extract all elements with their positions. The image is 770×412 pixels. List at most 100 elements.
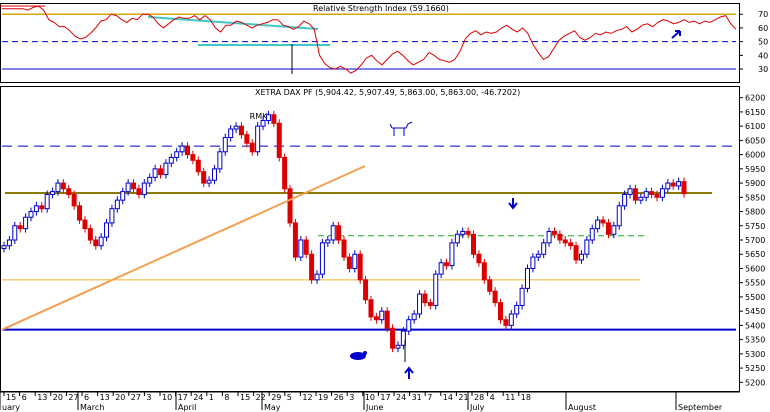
candle-body (39, 205, 45, 210)
candle-body (120, 191, 126, 201)
x-day-label: 13 (100, 393, 110, 402)
x-month-label: July (469, 403, 485, 412)
up-arrow-icon (404, 366, 414, 379)
candle-body (427, 302, 433, 306)
candle-body (93, 239, 99, 247)
candle-body (438, 262, 444, 275)
candle-body (319, 242, 325, 275)
price-title: XETRA DAX PF (5,904.42, 5,907.49, 5,863.… (255, 88, 520, 97)
candle-body (222, 137, 228, 153)
price-tick-label: 5850 (745, 193, 765, 202)
x-day-label: 27 (131, 393, 141, 402)
candle-body (503, 319, 509, 326)
candle-body (578, 253, 584, 261)
candle-body (179, 145, 185, 153)
candle-body (228, 128, 234, 139)
candle-body (498, 302, 504, 321)
x-day-label: 18 (521, 393, 531, 402)
x-day-label: 24 (396, 393, 406, 402)
price-tick-label: 5300 (745, 350, 765, 359)
candle-body (147, 176, 153, 184)
candle-body (174, 151, 180, 158)
candle-body (330, 225, 336, 241)
candle-body (546, 230, 552, 244)
candle-body (6, 239, 12, 247)
candle-body (406, 319, 412, 332)
candle-body (265, 114, 271, 121)
x-day-label: 28 (474, 393, 484, 402)
candle-body (244, 134, 250, 144)
x-day-label: 22 (256, 393, 266, 402)
candle-body (217, 151, 223, 170)
x-day-label: 12 (302, 393, 312, 402)
candle-body (314, 273, 320, 281)
candle-body (287, 188, 293, 224)
bear-icon-body (350, 352, 366, 360)
candle-body (449, 242, 455, 267)
candle-body (1, 245, 7, 250)
rsi-tick-label: 50 (758, 38, 768, 47)
candle-body (260, 119, 266, 127)
x-day-label: 8 (224, 393, 229, 402)
candle-body (433, 273, 439, 306)
x-day-label: 13 (37, 393, 47, 402)
candle-body (201, 171, 207, 184)
candle-body (643, 191, 649, 198)
candle-body (17, 225, 23, 230)
x-month-label: August (568, 403, 596, 412)
x-day-label: 20 (53, 393, 63, 402)
candle-body (411, 313, 417, 321)
candle-body (460, 230, 466, 235)
x-month-label: April (178, 403, 196, 412)
x-day-label: 3 (349, 393, 354, 402)
candle-body (336, 225, 342, 241)
candle-body (454, 233, 460, 244)
price-tick-label: 5400 (745, 321, 765, 330)
candle-body (98, 236, 104, 247)
price-tick-label: 5550 (745, 279, 765, 288)
candle-body (292, 222, 298, 258)
price-y-axis: 5200 5250 5300 5350 5400 5450 5500 5550 5600 5650… (739, 94, 765, 387)
bull-icon (389, 121, 413, 136)
candle-body (309, 253, 315, 281)
candle-body (584, 239, 590, 255)
candles (1, 110, 687, 353)
candle-body (152, 168, 158, 178)
x-day-label: 10 (365, 393, 375, 402)
candle-body (206, 179, 212, 184)
candle-body (611, 225, 617, 235)
price-tick-label: 6100 (745, 122, 765, 131)
candle-body (195, 159, 201, 173)
candle-body (681, 181, 687, 195)
candle-body (55, 182, 61, 193)
x-day-label: 31 (412, 393, 422, 402)
price-tick-label: 5600 (745, 264, 765, 273)
candle-body (104, 222, 110, 238)
candle-body (298, 239, 304, 258)
candle-body (184, 145, 190, 156)
candle-body (379, 310, 385, 321)
price-tick-label: 5450 (745, 307, 765, 316)
x-day-label: 26 (334, 393, 344, 402)
candle-body (131, 182, 137, 190)
price-tick-label: 6150 (745, 108, 765, 117)
candle-body (66, 188, 72, 195)
candle-body (676, 181, 682, 187)
bull-icon-shape (389, 121, 413, 136)
candle-body (481, 262, 487, 281)
x-day-label: 4 (490, 393, 495, 402)
candle-body (471, 233, 477, 255)
price-tick-label: 6200 (745, 94, 765, 103)
candle-body (211, 168, 217, 181)
candle-body (508, 313, 514, 326)
candle-body (352, 253, 358, 269)
x-day-label: 21 (458, 393, 468, 402)
rsi-reference-levels (2, 13, 736, 70)
price-tick-label: 6000 (745, 151, 765, 160)
x-day-label: 6 (84, 393, 89, 402)
x-day-label: 20 (115, 393, 125, 402)
candle-body (589, 228, 595, 241)
candle-body (395, 344, 401, 349)
candle-body (23, 216, 29, 230)
